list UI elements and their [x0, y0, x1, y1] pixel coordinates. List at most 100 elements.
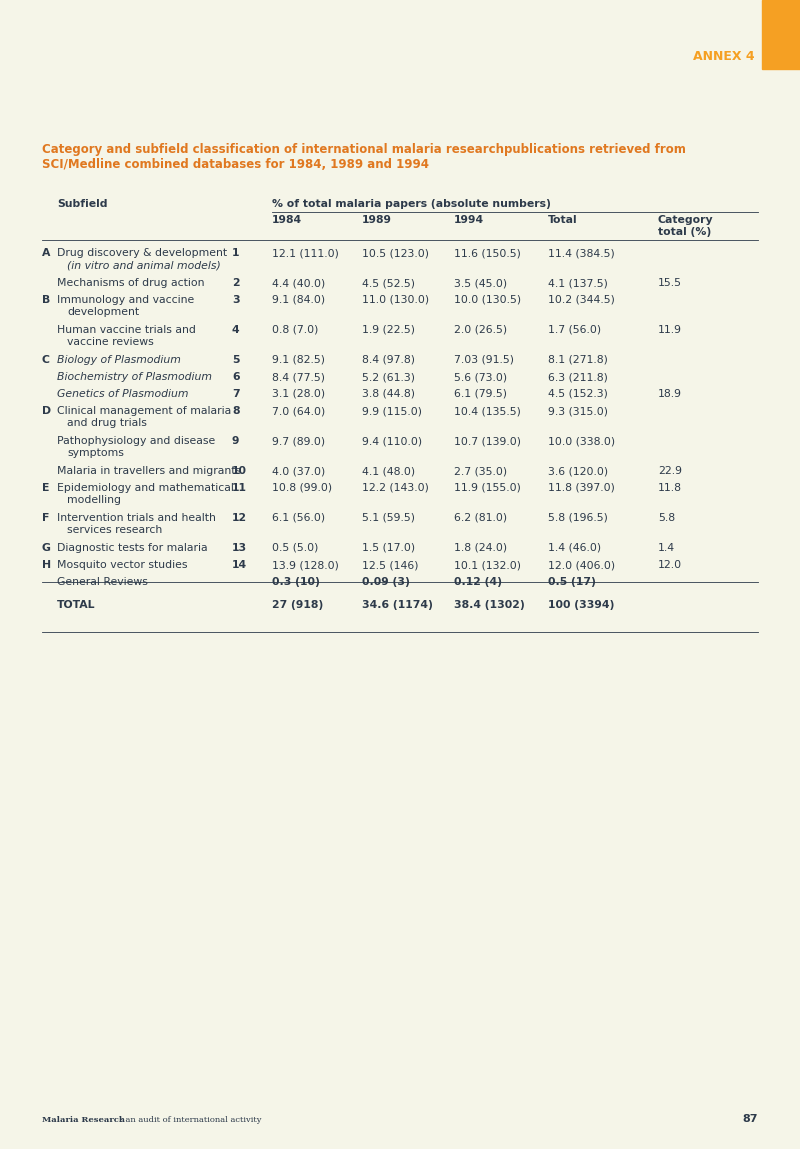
Text: 0.5 (5.0): 0.5 (5.0)	[272, 543, 318, 553]
Text: H: H	[42, 560, 51, 570]
Text: 0.8 (7.0): 0.8 (7.0)	[272, 325, 318, 336]
Text: 1.5 (17.0): 1.5 (17.0)	[362, 543, 415, 553]
Text: B: B	[42, 295, 50, 304]
Text: Clinical management of malaria: Clinical management of malaria	[57, 406, 231, 416]
Text: 8.1 (271.8): 8.1 (271.8)	[548, 355, 608, 365]
Text: Category
total (%): Category total (%)	[658, 215, 714, 238]
Text: 1984: 1984	[272, 215, 302, 225]
Text: Biology of Plasmodium: Biology of Plasmodium	[57, 355, 181, 365]
Text: 9.9 (115.0): 9.9 (115.0)	[362, 406, 422, 416]
Text: 9: 9	[232, 435, 239, 446]
Text: TOTAL: TOTAL	[57, 600, 95, 610]
Text: 1: 1	[232, 248, 239, 259]
Text: 11.0 (130.0): 11.0 (130.0)	[362, 295, 429, 304]
Text: 9.1 (84.0): 9.1 (84.0)	[272, 295, 325, 304]
Text: 6.1 (79.5): 6.1 (79.5)	[454, 390, 507, 399]
Text: SCI/Medline combined databases for 1984, 1989 and 1994: SCI/Medline combined databases for 1984,…	[42, 159, 429, 171]
Text: 0.3 (10): 0.3 (10)	[272, 577, 320, 587]
Text: 10.4 (135.5): 10.4 (135.5)	[454, 406, 521, 416]
Text: Drug discovery & development: Drug discovery & development	[57, 248, 227, 259]
Text: 15.5: 15.5	[658, 278, 682, 288]
Text: and drug trials: and drug trials	[67, 418, 147, 427]
Text: 10.7 (139.0): 10.7 (139.0)	[454, 435, 521, 446]
Text: 34.6 (1174): 34.6 (1174)	[362, 600, 433, 610]
Text: Malaria in travellers and migrants: Malaria in travellers and migrants	[57, 466, 241, 476]
Text: vaccine reviews: vaccine reviews	[67, 337, 154, 347]
Text: 2: 2	[232, 278, 240, 288]
Text: symptoms: symptoms	[67, 448, 124, 458]
Text: 1.9 (22.5): 1.9 (22.5)	[362, 325, 415, 336]
Text: 11.9: 11.9	[658, 325, 682, 336]
Text: 12.0 (406.0): 12.0 (406.0)	[548, 560, 615, 570]
Text: 13: 13	[232, 543, 247, 553]
Text: 9.7 (89.0): 9.7 (89.0)	[272, 435, 325, 446]
Text: 14: 14	[232, 560, 247, 570]
Text: 38.4 (1302): 38.4 (1302)	[454, 600, 525, 610]
Text: 1.7 (56.0): 1.7 (56.0)	[548, 325, 601, 336]
Text: General Reviews: General Reviews	[57, 577, 148, 587]
Text: 10.8 (99.0): 10.8 (99.0)	[272, 483, 332, 493]
Text: Malaria Research: Malaria Research	[42, 1116, 125, 1124]
Text: 8.4 (77.5): 8.4 (77.5)	[272, 372, 325, 381]
Text: : an audit of international activity: : an audit of international activity	[120, 1116, 262, 1124]
Text: Pathophysiology and disease: Pathophysiology and disease	[57, 435, 215, 446]
Text: Category and subfield classification of international malaria researchpublicatio: Category and subfield classification of …	[42, 142, 686, 156]
Text: 6.1 (56.0): 6.1 (56.0)	[272, 512, 325, 523]
Text: 3.5 (45.0): 3.5 (45.0)	[454, 278, 507, 288]
Text: 11.8: 11.8	[658, 483, 682, 493]
Text: 4: 4	[232, 325, 240, 336]
Text: C: C	[42, 355, 50, 365]
Text: 12.5 (146): 12.5 (146)	[362, 560, 418, 570]
Text: 11.9 (155.0): 11.9 (155.0)	[454, 483, 521, 493]
Text: Total: Total	[548, 215, 578, 225]
Text: 1.4: 1.4	[658, 543, 675, 553]
Text: Human vaccine trials and: Human vaccine trials and	[57, 325, 196, 336]
Text: 4.4 (40.0): 4.4 (40.0)	[272, 278, 326, 288]
Text: 9.1 (82.5): 9.1 (82.5)	[272, 355, 325, 365]
Text: (in vitro and animal models): (in vitro and animal models)	[67, 260, 221, 270]
Text: 3.1 (28.0): 3.1 (28.0)	[272, 390, 325, 399]
Text: 100 (3394): 100 (3394)	[548, 600, 614, 610]
Text: 18.9: 18.9	[658, 390, 682, 399]
Text: 3.6 (120.0): 3.6 (120.0)	[548, 466, 608, 476]
Text: 6.3 (211.8): 6.3 (211.8)	[548, 372, 608, 381]
Text: 6: 6	[232, 372, 240, 381]
Text: 11.8 (397.0): 11.8 (397.0)	[548, 483, 615, 493]
Text: development: development	[67, 307, 139, 317]
Text: Intervention trials and health: Intervention trials and health	[57, 512, 216, 523]
Text: Mosquito vector studies: Mosquito vector studies	[57, 560, 187, 570]
Text: 7.03 (91.5): 7.03 (91.5)	[454, 355, 514, 365]
Text: F: F	[42, 512, 50, 523]
Text: 9.4 (110.0): 9.4 (110.0)	[362, 435, 422, 446]
Text: 1.8 (24.0): 1.8 (24.0)	[454, 543, 507, 553]
Text: Mechanisms of drug action: Mechanisms of drug action	[57, 278, 205, 288]
Bar	[762, 0, 800, 69]
Text: 6.2 (81.0): 6.2 (81.0)	[454, 512, 507, 523]
Text: % of total malaria papers (absolute numbers): % of total malaria papers (absolute numb…	[272, 199, 551, 209]
Text: Epidemiology and mathematical: Epidemiology and mathematical	[57, 483, 234, 493]
Text: A: A	[42, 248, 50, 259]
Text: 5.2 (61.3): 5.2 (61.3)	[362, 372, 415, 381]
Text: 2.7 (35.0): 2.7 (35.0)	[454, 466, 507, 476]
Text: 7.0 (64.0): 7.0 (64.0)	[272, 406, 326, 416]
Text: 10.1 (132.0): 10.1 (132.0)	[454, 560, 521, 570]
Text: 2.0 (26.5): 2.0 (26.5)	[454, 325, 507, 336]
Text: 5: 5	[232, 355, 239, 365]
Text: 3.8 (44.8): 3.8 (44.8)	[362, 390, 415, 399]
Text: 4.5 (52.5): 4.5 (52.5)	[362, 278, 415, 288]
Text: 11.6 (150.5): 11.6 (150.5)	[454, 248, 521, 259]
Text: 4.1 (48.0): 4.1 (48.0)	[362, 466, 415, 476]
Text: Genetics of Plasmodium: Genetics of Plasmodium	[57, 390, 189, 399]
Text: 3: 3	[232, 295, 240, 304]
Text: Biochemistry of Plasmodium: Biochemistry of Plasmodium	[57, 372, 212, 381]
Text: 10.2 (344.5): 10.2 (344.5)	[548, 295, 615, 304]
Text: 5.8: 5.8	[658, 512, 675, 523]
Text: 0.5 (17): 0.5 (17)	[548, 577, 596, 587]
Text: 5.8 (196.5): 5.8 (196.5)	[548, 512, 608, 523]
Text: 11.4 (384.5): 11.4 (384.5)	[548, 248, 614, 259]
Text: G: G	[42, 543, 51, 553]
Text: 10.0 (338.0): 10.0 (338.0)	[548, 435, 615, 446]
Text: 9.3 (315.0): 9.3 (315.0)	[548, 406, 608, 416]
Text: 1994: 1994	[454, 215, 484, 225]
Text: 0.09 (3): 0.09 (3)	[362, 577, 410, 587]
